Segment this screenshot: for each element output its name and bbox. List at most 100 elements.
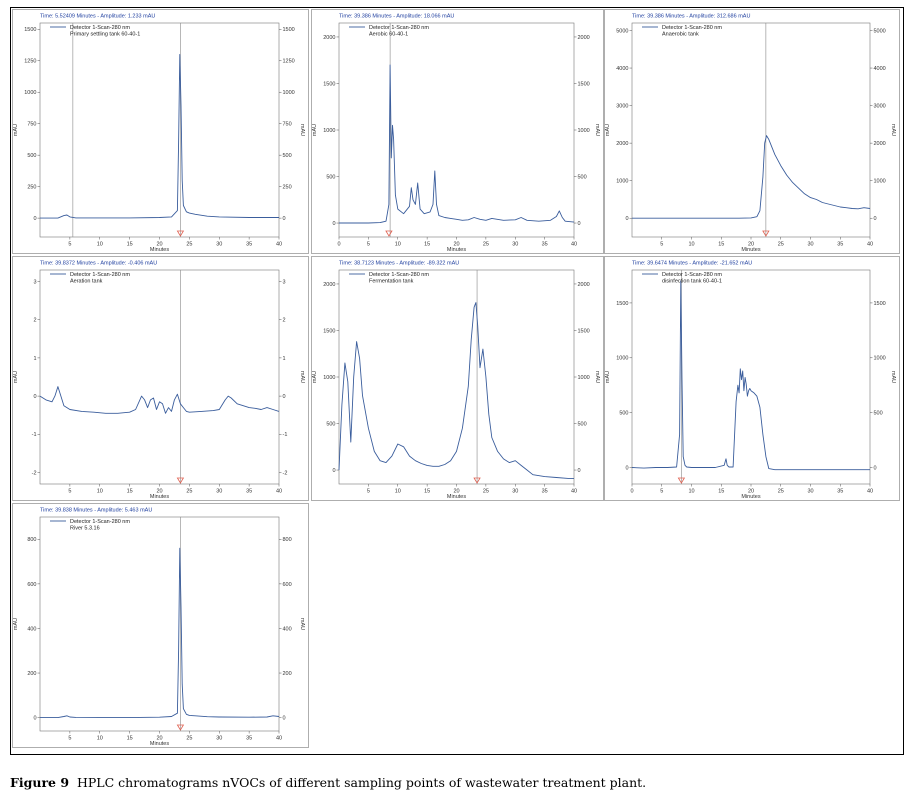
y-tick-label: 3000 xyxy=(616,103,628,109)
y2-tick-label: 0 xyxy=(578,468,581,474)
x-axis-label: Minutes xyxy=(741,247,761,253)
legend-sample-name: Anaerobic tank xyxy=(662,32,699,38)
figure-caption-text: HPLC chromatograms nVOCs of different sa… xyxy=(77,775,647,790)
y2-tick-label: 2000 xyxy=(578,282,590,288)
legend-label: Detector 1-Scan-280 nm xyxy=(369,272,429,278)
legend-sample-name: Primary settling tank 60-40-1 xyxy=(70,32,140,38)
x-tick-label: 30 xyxy=(216,736,222,742)
y-tick-label: -1 xyxy=(32,432,37,438)
panel-border xyxy=(311,9,604,254)
y2-tick-label: 2 xyxy=(283,318,286,324)
y2-tick-label: 200 xyxy=(283,671,292,677)
cursor-marker xyxy=(176,230,185,237)
cursor-marker xyxy=(473,477,481,484)
x-tick-label: 40 xyxy=(276,489,282,495)
chromatogram-panel: Time: 39.8372 Minutes - Amplitude: -0.40… xyxy=(12,256,309,501)
y-tick-label: 0 xyxy=(33,216,36,222)
x-tick-label: 15 xyxy=(718,489,724,495)
x-tick-label: 35 xyxy=(837,489,843,495)
status-readout: Time: 39.386 Minutes - Amplitude: 312.68… xyxy=(632,14,750,20)
x-tick-label: 10 xyxy=(688,489,694,495)
cursor-marker xyxy=(762,230,770,237)
cursor-marker xyxy=(677,477,686,484)
x-tick-label: 35 xyxy=(246,242,252,248)
y-tick-label: 0 xyxy=(33,394,36,400)
y-tick-label: 1 xyxy=(33,356,36,362)
x-tick-label: 20 xyxy=(156,242,162,248)
y2-tick-label: 1500 xyxy=(283,27,295,33)
x-tick-label: 5 xyxy=(367,489,370,495)
x-axis-label: Minutes xyxy=(150,741,170,747)
x-tick-label: 30 xyxy=(807,242,813,248)
y2-tick-label: 1000 xyxy=(578,375,590,381)
x-tick-label: 25 xyxy=(186,736,192,742)
y2-tick-label: 1000 xyxy=(874,179,886,185)
chromatogram-panel: Time: 39.6474 Minutes - Amplitude: -21.6… xyxy=(604,256,900,501)
x-tick-label: 35 xyxy=(246,489,252,495)
chromatogram-panel: Time: 39.386 Minutes - Amplitude: 18.066… xyxy=(311,9,604,254)
y-tick-label: 500 xyxy=(27,153,36,159)
y-axis-label: mAU xyxy=(312,371,318,383)
y-tick-label: 800 xyxy=(27,537,36,543)
y-tick-label: 4000 xyxy=(616,66,628,72)
y-tick-label: 250 xyxy=(27,185,36,191)
x-tick-label: 0 xyxy=(630,489,633,495)
x-axis-label: Minutes xyxy=(150,247,170,253)
status-readout: Time: 38.7123 Minutes - Amplitude: -89.3… xyxy=(339,261,459,267)
y2-axis-label: mAU xyxy=(890,371,896,383)
x-tick-label: 10 xyxy=(688,242,694,248)
x-tick-label: 15 xyxy=(127,242,133,248)
y2-tick-label: 3 xyxy=(283,279,286,285)
y2-tick-label: 3000 xyxy=(874,103,886,109)
x-axis-label: Minutes xyxy=(741,494,761,500)
x-tick-label: 20 xyxy=(748,489,754,495)
chromatogram-svg: Time: 39.386 Minutes - Amplitude: 312.68… xyxy=(604,9,900,254)
y-tick-label: 1000 xyxy=(24,90,36,96)
legend-label: Detector 1-Scan-280 nm xyxy=(662,272,722,278)
x-tick-label: 0 xyxy=(337,242,340,248)
x-tick-label: 25 xyxy=(186,242,192,248)
chromatogram-trace xyxy=(338,302,574,479)
x-tick-label: 30 xyxy=(512,242,518,248)
y-tick-label: 0 xyxy=(332,468,335,474)
x-tick-label: 40 xyxy=(571,489,577,495)
legend-sample-name: Fermentation tank xyxy=(369,279,414,285)
y2-tick-label: 5000 xyxy=(874,28,886,34)
status-readout: Time: 39.6474 Minutes - Amplitude: -21.6… xyxy=(632,261,752,267)
chromatogram-trace xyxy=(40,547,280,719)
x-tick-label: 20 xyxy=(453,489,459,495)
y2-tick-label: 500 xyxy=(283,153,292,159)
y2-tick-label: 2000 xyxy=(874,141,886,147)
x-tick-label: 35 xyxy=(542,489,548,495)
status-readout: Time: 39.8372 Minutes - Amplitude: -0.40… xyxy=(40,261,157,267)
status-readout: Time: 39.838 Minutes - Amplitude: 5.463 … xyxy=(40,508,152,514)
y2-tick-label: 0 xyxy=(283,216,286,222)
y2-axis-label: mAU xyxy=(299,618,305,630)
y2-tick-label: 1 xyxy=(283,356,286,362)
y-tick-label: 1500 xyxy=(24,27,36,33)
y-tick-label: 200 xyxy=(27,671,36,677)
x-tick-label: 40 xyxy=(571,242,577,248)
x-tick-label: 25 xyxy=(778,489,784,495)
chromatogram-svg: Time: 39.386 Minutes - Amplitude: 18.066… xyxy=(311,9,604,254)
y2-tick-label: 0 xyxy=(283,394,286,400)
x-axis-label: Minutes xyxy=(150,494,170,500)
y-axis-label: mAU xyxy=(13,371,19,383)
figure-label: Figure 9 xyxy=(10,775,70,790)
y2-tick-label: 600 xyxy=(283,582,292,588)
x-tick-label: 30 xyxy=(512,489,518,495)
x-axis-label: Minutes xyxy=(447,494,467,500)
legend-sample-name: River 5.3.16 xyxy=(70,526,100,532)
x-tick-label: 30 xyxy=(216,242,222,248)
y-axis-label: mAU xyxy=(605,124,611,136)
panel-border xyxy=(12,503,309,748)
x-tick-label: 35 xyxy=(542,242,548,248)
chromatogram-trace xyxy=(631,280,870,471)
x-tick-label: 30 xyxy=(807,489,813,495)
y-tick-label: 1000 xyxy=(323,375,335,381)
y2-axis-label: mAU xyxy=(594,371,600,383)
x-tick-label: 15 xyxy=(718,242,724,248)
x-tick-label: 5 xyxy=(660,489,663,495)
y-tick-label: 1500 xyxy=(323,81,335,87)
x-tick-label: 10 xyxy=(395,242,401,248)
